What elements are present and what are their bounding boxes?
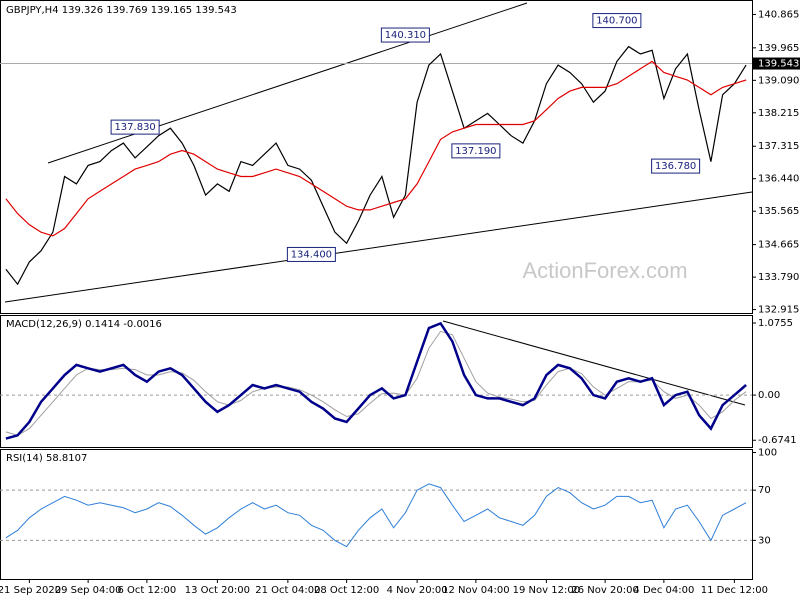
y-tick-label: 132.915 xyxy=(758,305,799,316)
watermark: ActionForex.com xyxy=(522,258,687,283)
series-line xyxy=(5,483,747,548)
price-callout-label: 134.400 xyxy=(291,249,332,260)
x-tick-label: 13 Oct 20:00 xyxy=(185,585,250,596)
x-tick-label: 4 Dec 04:00 xyxy=(633,585,694,596)
y-tick-label: 139.965 xyxy=(758,43,799,54)
channel-lower xyxy=(4,191,753,303)
y-tick-label: 137.315 xyxy=(758,141,799,152)
price-callout-label: 140.700 xyxy=(596,16,637,27)
price-callout-label: 136.780 xyxy=(655,161,696,172)
y-tick-label: 138.215 xyxy=(758,108,799,119)
price-callout-box xyxy=(451,143,501,159)
panel-frames xyxy=(0,0,753,580)
x-tick-label: 19 Nov 12:00 xyxy=(513,585,580,596)
price-callout-label: 137.830 xyxy=(114,122,155,133)
y-tick-label: 100 xyxy=(758,448,777,459)
y-tick-label: 134.665 xyxy=(758,240,799,251)
x-tick-label: 6 Oct 12:00 xyxy=(117,585,176,596)
y-tick-label: 140.865 xyxy=(758,9,799,20)
x-tick-label: 29 Sep 04:00 xyxy=(55,585,122,596)
x-tick-label: 4 Nov 20:00 xyxy=(387,585,448,596)
y-tick-label: 136.440 xyxy=(758,174,799,185)
y-tick-label: 70 xyxy=(758,485,771,496)
y-tick-label: 30 xyxy=(758,535,771,546)
x-tick-label: 12 Nov 04:00 xyxy=(442,585,509,596)
x-tick-label: 26 Nov 20:00 xyxy=(571,585,638,596)
channel-upper xyxy=(47,2,528,164)
panel-title: GBPJPY,H4 139.326 139.769 139.165 139.54… xyxy=(6,5,237,16)
price-callout-box xyxy=(380,27,430,43)
series-line xyxy=(5,60,747,237)
rsi-frame xyxy=(0,449,753,580)
price-frame xyxy=(0,0,753,314)
x-tick-label: 28 Oct 12:00 xyxy=(314,585,379,596)
panel-title: RSI(14) 58.8107 xyxy=(6,453,87,464)
y-tick-label: 0.00 xyxy=(758,390,780,401)
price-callout-box xyxy=(110,119,160,135)
x-tick-label: 11 Dec 12:00 xyxy=(701,585,768,596)
series-line xyxy=(5,321,747,440)
x-tick-label: 21 Sep 2020 xyxy=(0,585,61,596)
macd-frame xyxy=(0,315,753,448)
y-tick-label: 1.0755 xyxy=(758,318,793,329)
price-callout-label: 137.190 xyxy=(455,146,496,157)
last-price-box xyxy=(753,57,800,70)
price-callout-label: 140.310 xyxy=(385,30,426,41)
y-tick-label: 139.090 xyxy=(758,75,799,86)
panel-title: MACD(12,26,9) 0.1414 -0.0016 xyxy=(6,319,162,330)
price-callout-box xyxy=(651,158,701,174)
y-tick-label: -0.6741 xyxy=(758,435,797,446)
last-price-label: 139.543 xyxy=(758,59,799,70)
price-callout-box xyxy=(592,13,642,29)
price-callout-box xyxy=(286,246,336,262)
macd-trendline xyxy=(442,320,746,406)
y-tick-label: 133.790 xyxy=(758,272,799,283)
x-tick-label: 21 Oct 04:00 xyxy=(255,585,320,596)
series-line xyxy=(5,45,747,286)
y-tick-label: 135.565 xyxy=(758,206,799,217)
